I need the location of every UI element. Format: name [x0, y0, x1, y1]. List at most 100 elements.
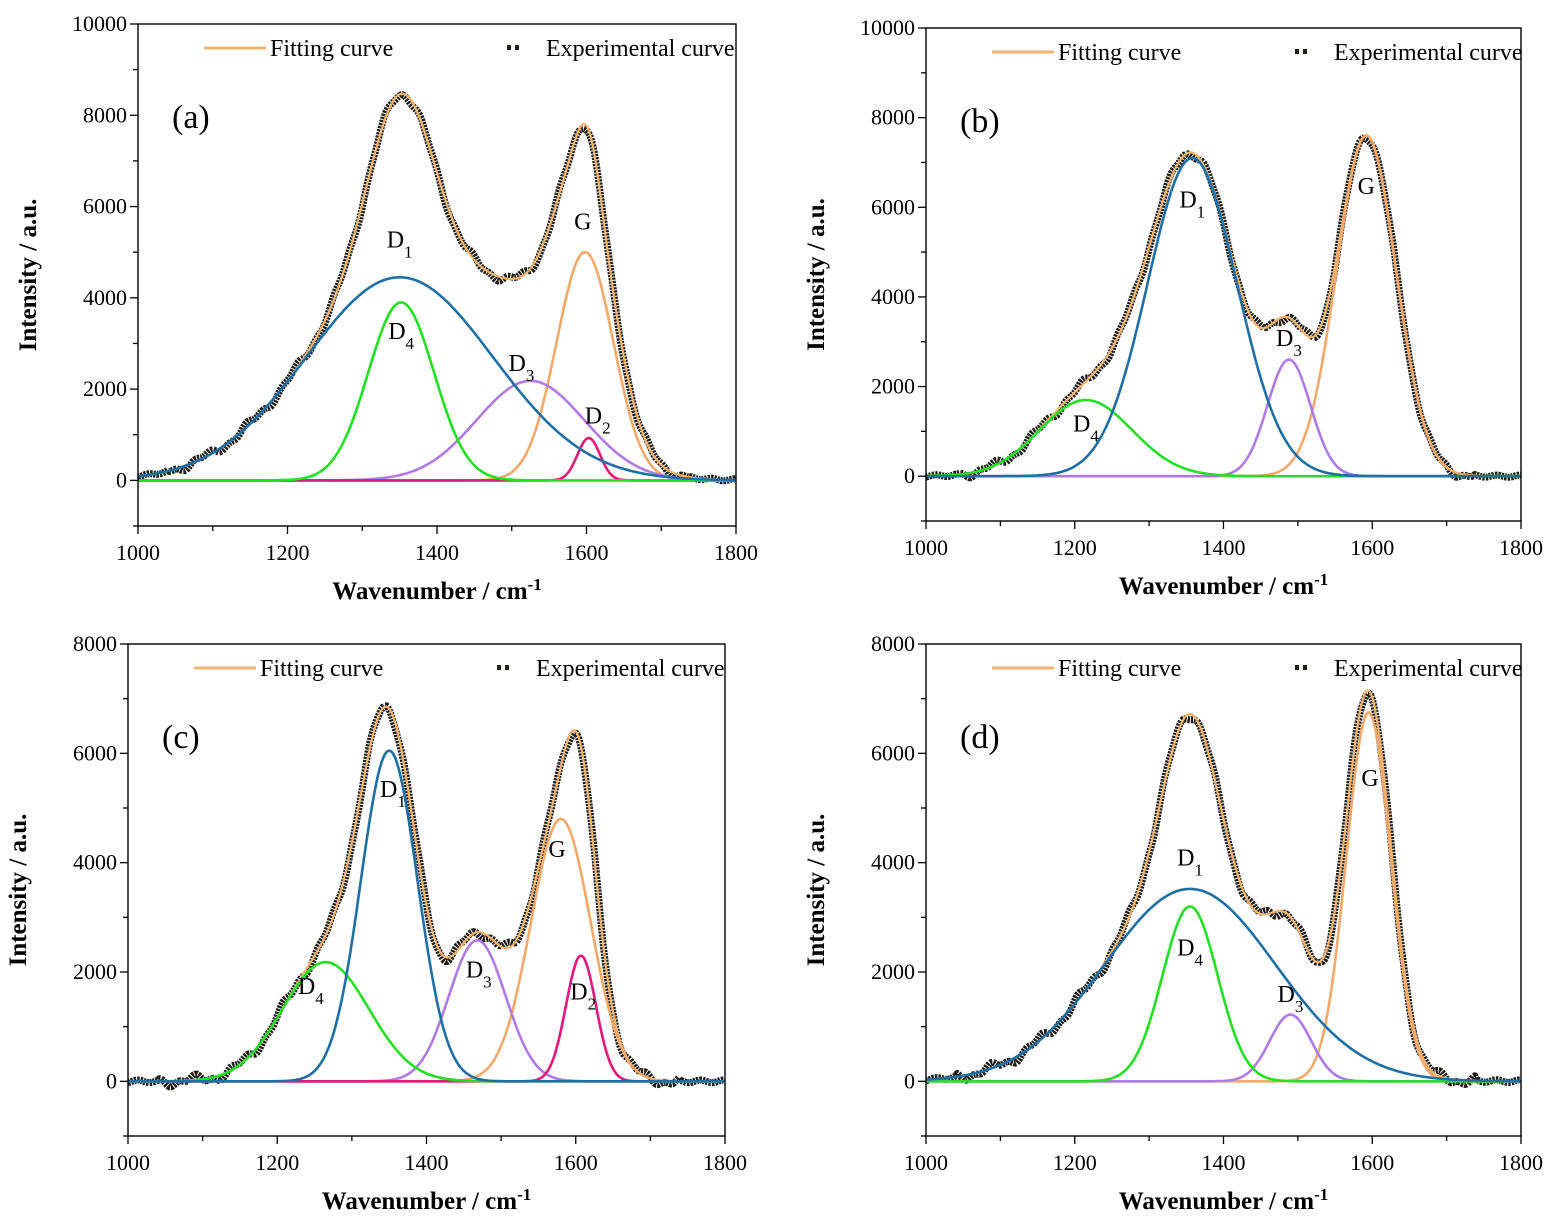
legend-exp-swatch [505, 665, 509, 670]
x-axis-title: Wavenumber / cm-1 [322, 1185, 532, 1216]
legend-exp-swatch [1295, 665, 1299, 670]
peak-label-d1: D1 [1177, 845, 1203, 879]
peak-label-d4: D4 [1177, 936, 1203, 970]
peak-label-d1: D1 [387, 228, 413, 261]
y-tick-label: 8000 [871, 631, 915, 656]
x-tick-label: 1200 [1053, 1150, 1097, 1175]
peak-label-d3: D3 [1278, 982, 1304, 1016]
legend-exp-swatch [515, 45, 519, 50]
legend-exp-label: Experimental curve [546, 36, 735, 62]
chart-panel-a: 1000 1200 1400 1600 1800 0 2000 4000 6000 8000 100… [15, 11, 758, 605]
plot-area-d [926, 689, 1521, 1088]
y-tick-label: 0 [116, 467, 127, 492]
peak-curve-g [926, 134, 1521, 478]
peak-curve-d3 [926, 358, 1521, 478]
y-tick-label: 6000 [871, 194, 915, 219]
chart-panel-b: 1000 1200 1400 1600 1800 0 2000 4000 6000 8000 100… [803, 15, 1543, 600]
x-tick-label: 1400 [405, 1150, 449, 1175]
x-tick-label: 1400 [1202, 535, 1246, 560]
peak-curve-d4 [138, 301, 736, 482]
panel-label: (b) [960, 103, 1000, 140]
plot-area-c [128, 702, 725, 1091]
experimental-curve [138, 91, 736, 485]
peak-curve-d4 [926, 905, 1521, 1083]
peak-curve-d4 [128, 960, 725, 1083]
peak-curve-d1 [138, 276, 736, 482]
chart-panel-d: 1000 1200 1400 1600 1800 0 2000 4000 6000 8000 Wav… [803, 631, 1543, 1215]
x-axis-title: Wavenumber / cm-1 [332, 575, 542, 606]
peak-curve-d3 [128, 938, 725, 1083]
legend-exp-label: Experimental curve [1334, 656, 1523, 682]
x-tick-label: 1800 [1499, 535, 1543, 560]
x-tick-label: 1800 [1499, 1150, 1543, 1175]
x-tick-label: 1800 [714, 540, 758, 565]
peak-label-d3: D3 [509, 351, 535, 385]
x-tick-label: 1000 [904, 535, 948, 560]
experimental-curve [926, 134, 1521, 482]
y-tick-label: 4000 [871, 284, 915, 309]
y-tick-label: 6000 [83, 194, 127, 219]
y-tick-label: 4000 [871, 850, 915, 875]
plot-area-b [926, 134, 1521, 482]
peak-curve-g [926, 711, 1521, 1083]
y-tick-label: 8000 [871, 105, 915, 130]
chart-panel-c: 1000 1200 1400 1600 1800 0 2000 4000 6000 8000 Wav… [5, 631, 747, 1215]
peak-label-d4: D4 [1073, 411, 1099, 445]
x-tick-label: 1000 [116, 540, 160, 565]
x-tick-label: 1400 [1202, 1150, 1246, 1175]
x-tick-label: 1200 [266, 540, 310, 565]
panel-label: (a) [172, 99, 210, 136]
legend-exp-swatch [497, 665, 501, 670]
y-tick-label: 10000 [72, 11, 127, 36]
y-axis-title: Intensity / a.u. [5, 814, 32, 967]
legend-fit-label: Fitting curve [1058, 656, 1181, 682]
y-tick-label: 10000 [860, 15, 915, 40]
fitting-curve [926, 689, 1521, 1083]
peak-label-g: G [574, 209, 591, 235]
y-axis-title: Intensity / a.u. [803, 814, 830, 967]
x-tick-label: 1400 [415, 540, 459, 565]
fitting-curve [926, 134, 1521, 478]
x-tick-label: 1800 [703, 1150, 747, 1175]
y-tick-label: 2000 [871, 374, 915, 399]
legend-exp-swatch [1295, 49, 1299, 54]
legend-exp-swatch [1303, 665, 1307, 670]
legend-fit-label: Fitting curve [1058, 40, 1181, 66]
peak-label-g: G [548, 837, 565, 863]
x-tick-label: 1000 [904, 1150, 948, 1175]
x-tick-label: 1600 [554, 1150, 598, 1175]
experimental-curve [128, 702, 725, 1091]
x-axis-title: Wavenumber / cm-1 [1119, 570, 1329, 601]
peak-label-d3: D3 [1276, 326, 1302, 360]
panel-label: (d) [960, 719, 1000, 756]
legend-exp-label: Experimental curve [1334, 40, 1523, 66]
fitting-curve [128, 705, 725, 1083]
x-tick-label: 1600 [1350, 535, 1394, 560]
peak-label-d4: D4 [298, 974, 324, 1008]
peak-curve-d1 [128, 749, 725, 1083]
y-axis-title: Intensity / a.u. [803, 198, 830, 351]
y-tick-label: 4000 [83, 285, 127, 310]
y-tick-label: 8000 [83, 102, 127, 127]
peak-label-d2: D2 [570, 979, 596, 1013]
plot-frame [137, 23, 737, 527]
peak-label-d4: D4 [388, 319, 414, 353]
y-axis-title: Intensity / a.u. [15, 199, 42, 352]
x-tick-label: 1200 [1053, 535, 1097, 560]
x-tick-label: 1200 [255, 1150, 299, 1175]
y-tick-label: 2000 [871, 959, 915, 984]
y-tick-label: 0 [904, 1068, 915, 1093]
y-tick-label: 6000 [73, 740, 117, 765]
y-tick-label: 0 [106, 1068, 117, 1093]
peak-curve-d1 [926, 887, 1521, 1083]
y-tick-label: 2000 [83, 376, 127, 401]
peak-label-g: G [1361, 766, 1378, 792]
y-tick-label: 4000 [73, 850, 117, 875]
legend-fit-label: Fitting curve [270, 36, 393, 62]
legend-exp-swatch [507, 45, 511, 50]
peak-label-d3: D3 [466, 957, 492, 991]
experimental-curve [926, 689, 1521, 1088]
fitting-curve [138, 92, 736, 482]
x-tick-label: 1600 [565, 540, 609, 565]
legend-fit-label: Fitting curve [260, 656, 383, 682]
